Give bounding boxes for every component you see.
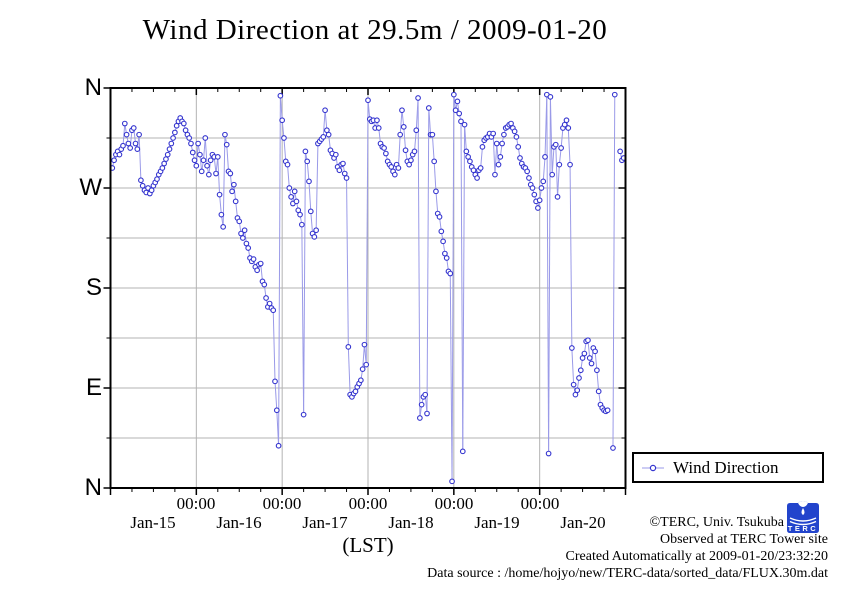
y-axis-tick-label: E [85,374,102,401]
terc-logo: TERC [787,501,819,533]
legend-box: Wind Direction [632,452,824,483]
chart-title: Wind Direction at 29.5m / 2009-01-20 [142,14,608,46]
x-axis-time-label: 00:00 [434,494,474,513]
x-axis-time-label: 00:00 [520,494,560,513]
terc-logo-text: TERC [788,524,818,533]
observed-note: Observed at TERC Tower site [659,532,828,547]
x-axis-date-label: Jan-17 [302,513,348,532]
x-axis-date-label: Jan-18 [388,513,434,532]
y-axis-tick-label: N [84,74,102,101]
created-note: Created Automatically at 2009-01-20/23:3… [565,549,828,564]
x-axis-date-label: Jan-16 [216,513,262,532]
y-axis-tick-label: W [79,174,102,201]
x-axis-time-label: 00:00 [348,494,388,513]
x-axis-unit-label: (LST) [342,533,394,557]
x-axis-time-label: 00:00 [176,494,216,513]
legend-label: Wind Direction [673,457,779,477]
x-axis-date-label: Jan-20 [560,513,606,532]
y-axis-tick-label: S [85,274,102,301]
copyright-note: ©TERC, Univ. Tsukuba [649,515,785,530]
y-axis-tick-label: N [84,474,102,501]
datasource-note: Data source : /home/hojyo/new/TERC-data/… [427,566,828,581]
x-axis-date-label: Jan-15 [130,513,176,532]
legend-marker-icon [642,464,664,471]
x-axis-time-label: 00:00 [262,494,302,513]
x-axis-date-label: Jan-19 [474,513,520,532]
